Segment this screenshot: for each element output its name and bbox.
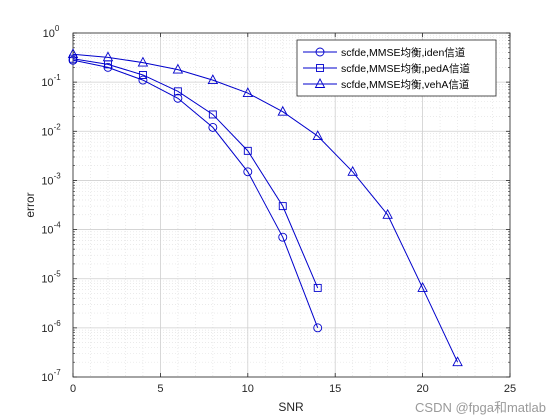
legend-label: scfde,MMSE均衡,vehA信道 [341,78,470,91]
data-point-circle [138,75,148,85]
y-tick-label: 10-6 [41,319,61,335]
legend-item: scfde,MMSE均衡,vehA信道 [303,78,470,91]
data-point-triangle [417,281,428,292]
legend: scfde,MMSE均衡,iden信道 scfde,MMSE均衡,pedA信道 sc… [296,39,497,97]
data-point-square [69,54,77,63]
data-point-square [243,146,252,155]
y-tick-label: 10-7 [41,368,61,384]
series-triangle [67,48,463,367]
y-axis-label: error [23,192,37,217]
series-line [72,58,319,289]
data-point-triangle [382,208,393,219]
y-tick-label: 10-1 [41,73,61,89]
legend-item: scfde,MMSE均衡,iden信道 [303,46,466,59]
data-point-triangle [137,56,149,67]
x-tick-label: 10 [242,383,254,395]
x-tick-label: 15 [329,383,341,395]
legend-label: scfde,MMSE均衡,iden信道 [341,46,466,59]
x-tick-label: 20 [416,383,428,395]
data-point-triangle [347,165,358,176]
data-point-square [316,64,324,72]
data-point-triangle [314,78,326,88]
legend-item: scfde,MMSE均衡,pedA信道 [303,62,470,75]
data-point-triangle [452,356,463,367]
y-tick-label: 10-4 [41,221,61,237]
data-point-square [278,202,287,211]
data-point-square [138,71,147,79]
y-tick-label: 100 [43,24,60,40]
data-point-triangle [172,63,184,74]
data-point-square [173,87,182,96]
series-line [72,59,319,329]
legend-label: scfde,MMSE均衡,pedA信道 [341,62,470,75]
x-tick-label: 5 [157,383,163,395]
y-tick-label: 10-3 [41,171,61,187]
data-point-circle [313,323,323,333]
data-point-circle [103,62,113,72]
data-point-triangle [312,130,323,140]
watermark: CSDN @fpga和matlab [415,400,546,415]
data-point-triangle [277,105,289,116]
data-point-square [313,283,322,292]
data-point-circle [243,167,253,177]
y-tick-label: 10-5 [41,270,61,286]
series-layer [67,48,463,367]
x-axis-label: SNR [278,400,304,414]
x-tick-label: 25 [504,383,516,395]
data-point-circle [68,55,78,65]
series-square [69,54,322,292]
data-point-circle [173,93,183,103]
data-point-triangle [242,87,254,97]
axes-box [72,32,511,378]
data-point-circle [278,232,288,242]
x-tick-label: 0 [70,383,76,395]
data-point-circle [315,47,325,57]
series-circle [68,55,323,333]
data-point-triangle [102,51,114,62]
series-line [72,53,459,363]
axes: 0 5 10 15 20 25 100 10-1 10-2 10-3 10-4 10-5 10-6 10-… [41,24,516,395]
y-tick-label: 10-2 [41,122,61,138]
data-point-square [208,110,217,119]
data-point-triangle [207,74,219,85]
data-point-circle [208,122,218,132]
data-point-triangle [67,48,79,59]
